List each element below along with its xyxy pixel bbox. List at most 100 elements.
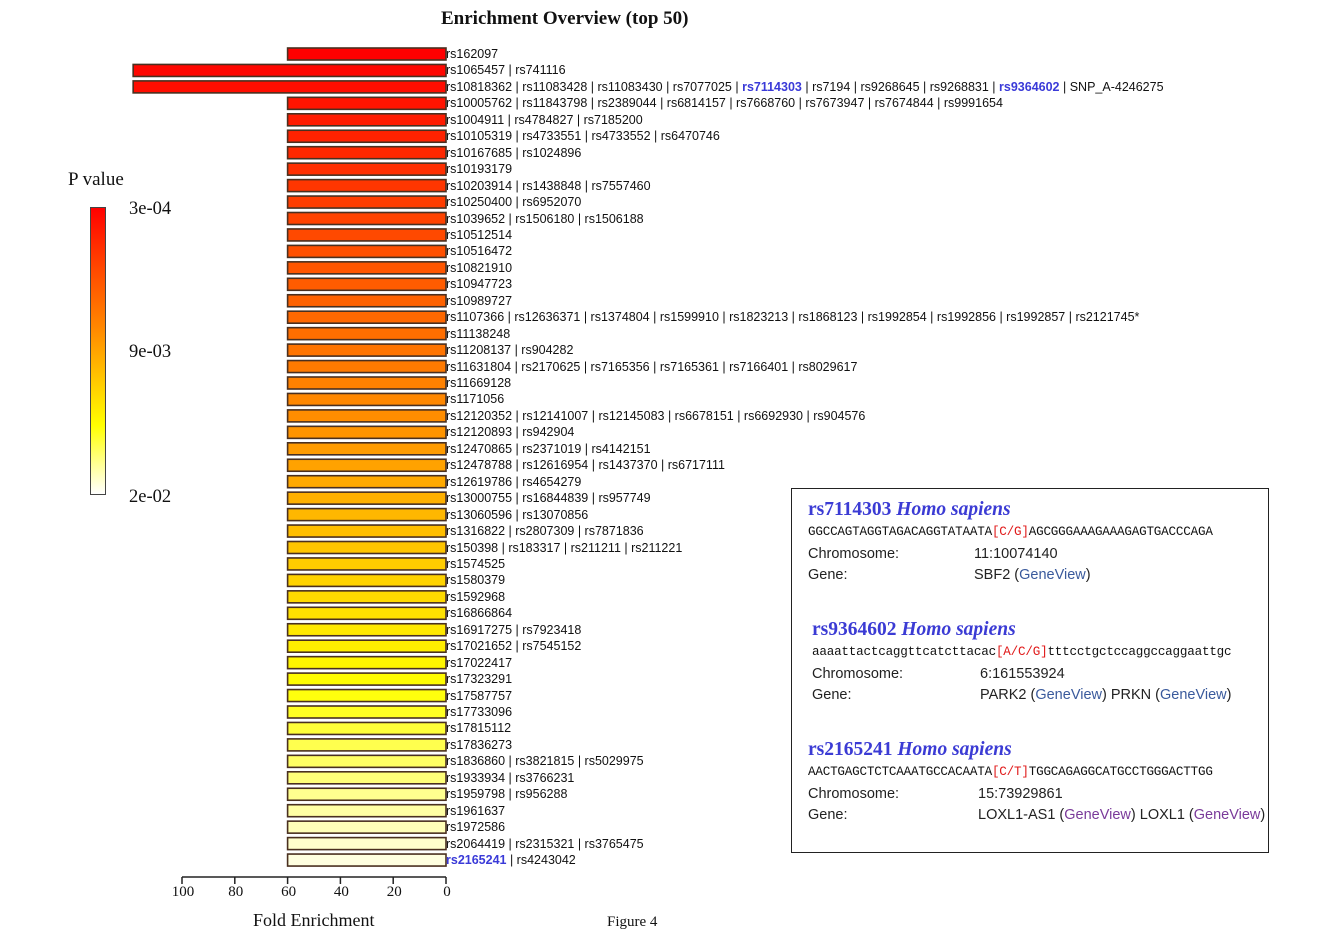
bar <box>286 507 447 522</box>
chromosome-label: Chromosome: <box>808 546 900 562</box>
snp-ids: rs10818362 | rs11083428 | rs11083430 | r… <box>446 79 743 94</box>
row-label: rs1039652 | rs1506180 | rs1506188 <box>446 211 644 227</box>
snp-entry: rs9364602 Homo sapiens aaaattactcaggttcat… <box>812 619 1232 703</box>
bar <box>132 80 447 94</box>
bar <box>286 392 447 407</box>
row-label: rs1959798 | rs956288 <box>446 786 567 802</box>
gene-name: PARK2 <box>980 687 1027 703</box>
legend-tick-label: 9e-03 <box>129 342 172 362</box>
row-label: rs10203914 | rs1438848 | rs7557460 <box>446 178 651 194</box>
snp-id[interactable]: rs9364602 <box>812 619 897 640</box>
snp-info-panel: rs7114303 Homo sapiens GGCCAGTAGGTAGACAGG… <box>791 488 1269 853</box>
x-tick-label: 60 <box>281 884 297 900</box>
x-axis-title: Fold Enrichment <box>253 910 375 930</box>
snp-ids: rs13060596 | rs13070856 <box>446 507 589 522</box>
bar <box>286 228 447 242</box>
row-label: rs11208137 | rs904282 <box>446 342 573 358</box>
bar <box>286 787 447 802</box>
bar <box>286 540 447 555</box>
row-label: rs1004911 | rs4784827 | rs7185200 <box>446 112 643 128</box>
snp-ids: | rs7194 | rs9268645 | rs9268831 | <box>801 79 1000 94</box>
snp-ids: rs1972586 <box>446 820 506 835</box>
bar <box>286 293 447 308</box>
row-label: rs11631804 | rs2170625 | rs7165356 | rs7… <box>446 359 857 375</box>
snp-ids: rs1171056 <box>446 392 505 407</box>
bar <box>286 343 447 357</box>
bar <box>286 113 447 127</box>
geneview-link[interactable]: GeneView <box>1035 687 1102 703</box>
snp-ids: rs16866864 <box>446 606 513 621</box>
gene-value: SBF2 (GeneView) <box>974 567 1091 583</box>
snp-id[interactable]: rs2165241 <box>808 739 893 760</box>
row-label: rs12120893 | rs942904 <box>446 424 574 440</box>
snp-ids: rs11208137 | rs904282 <box>446 343 574 358</box>
row-label: rs17733096 <box>446 704 512 720</box>
snp-link[interactable]: rs9364602 <box>999 79 1060 94</box>
allele: [C/G] <box>991 525 1029 539</box>
seq-right: tttcctgctccaggccaggaattgc <box>1047 645 1232 659</box>
snp-ids: rs12619786 | rs4654279 <box>446 474 582 489</box>
row-label: rs10250400 | rs6952070 <box>446 194 581 210</box>
bar <box>286 326 447 341</box>
snp-id[interactable]: rs7114303 <box>808 499 892 520</box>
snp-ids: rs17587757 <box>446 688 513 703</box>
row-label: rs11138248 <box>446 326 510 342</box>
row-label: rs12120352 | rs12141007 | rs12145083 | r… <box>446 408 865 424</box>
snp-ids: rs1933934 | rs3766231 <box>446 770 575 785</box>
bar <box>286 409 447 423</box>
row-label: rs13000755 | rs16844839 | rs957749 <box>446 490 651 506</box>
row-label: rs17587757 <box>446 688 512 704</box>
row-label: rs12470865 | rs2371019 | rs4142151 <box>446 441 651 457</box>
geneview-link[interactable]: GeneView <box>1160 687 1227 703</box>
row-label: rs10193179 <box>446 161 512 177</box>
row-label: rs16917275 | rs7923418 <box>446 622 581 638</box>
row-label: rs10512514 <box>446 227 512 243</box>
snp-ids: rs17836273 <box>446 737 513 752</box>
snp-ids: rs17733096 <box>446 705 513 719</box>
row-label: rs11669128 <box>446 375 511 391</box>
snp-entry: rs2165241 Homo sapiens AACTGAGCTCTCAAATGC… <box>808 739 1265 823</box>
bar <box>286 672 447 686</box>
row-label: rs1972586 <box>446 819 505 835</box>
bar <box>286 655 447 670</box>
row-label: rs1961637 <box>446 803 505 819</box>
snp-ids: rs10821910 <box>446 260 513 275</box>
snp-ids: rs10193179 <box>446 162 513 177</box>
snp-link[interactable]: rs2165241 <box>446 853 507 868</box>
geneview-link[interactable]: GeneView <box>1064 807 1131 823</box>
snp-link[interactable]: rs7114303 <box>742 79 802 94</box>
flanking-sequence: aaaattactcaggttcatcttacac[A/C/G]tttcctgc… <box>812 645 1232 659</box>
bar <box>286 639 447 654</box>
bar <box>286 310 447 325</box>
figure-label: Figure 4 <box>607 914 658 930</box>
gene-value: PARK2 (GeneView) PRKN (GeneView) <box>980 687 1232 703</box>
snp-ids: rs11631804 | rs2170625 | rs7165356 | rs7… <box>446 359 858 374</box>
chromosome-value: 15:73929861 <box>978 786 1063 802</box>
legend-tick-label: 3e-04 <box>129 199 172 219</box>
row-label: rs10947723 <box>446 276 512 292</box>
row-label: rs10989727 <box>446 293 512 309</box>
chromosome-label: Chromosome: <box>812 666 904 682</box>
geneview-link[interactable]: GeneView <box>1019 567 1086 583</box>
seq-left: GGCCAGTAGGTAGACAGGTATAATA <box>808 525 992 539</box>
snp-ids: rs10989727 <box>446 293 513 308</box>
row-label: rs1171056 <box>446 391 504 407</box>
snp-ids: rs1580379 <box>446 573 506 588</box>
snp-ids: rs12120893 | rs942904 <box>446 425 575 440</box>
row-label: rs1836860 | rs3821815 | rs5029975 <box>446 753 644 769</box>
x-tick-label: 20 <box>386 884 402 900</box>
row-label: rs12619786 | rs4654279 <box>446 474 581 490</box>
snp-ids: rs17021652 | rs7545152 <box>446 639 582 654</box>
row-label: rs10005762 | rs11843798 | rs2389044 | rs… <box>446 95 1003 111</box>
row-label: rs150398 | rs183317 | rs211211 | rs21122… <box>446 540 682 556</box>
row-label: rs2064419 | rs2315321 | rs3765475 <box>446 836 644 852</box>
species: Homo sapiens <box>896 499 1011 520</box>
bar <box>286 688 447 703</box>
geneview-link[interactable]: GeneView <box>1193 807 1261 823</box>
legend-title: P value <box>68 169 124 190</box>
bar <box>286 491 447 505</box>
seq-left: AACTGAGCTCTCAAATGCCACAATA <box>808 765 992 779</box>
row-label: rs17815112 <box>446 720 511 736</box>
bar <box>286 47 447 61</box>
